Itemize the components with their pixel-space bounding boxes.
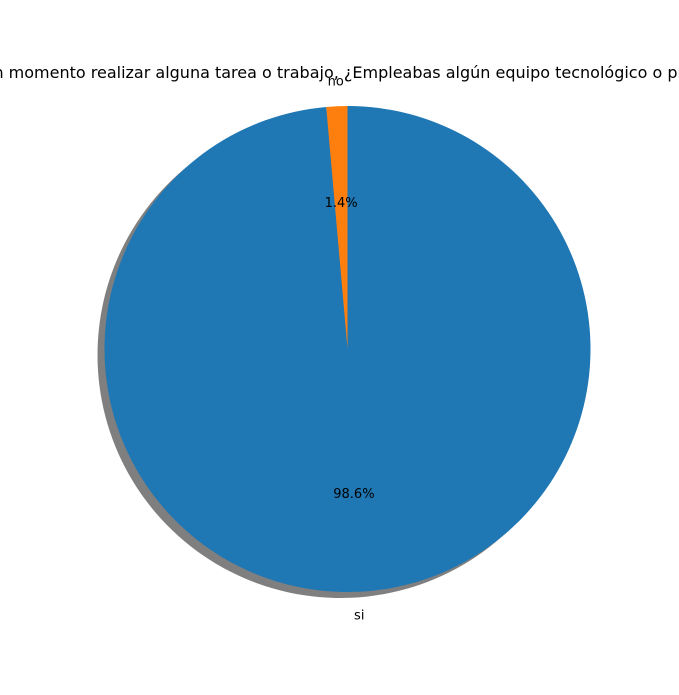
chart-title: ¿En algún momento realizar alguna tarea … — [0, 63, 679, 82]
pie-slice-si — [104, 106, 591, 593]
pie-labels: no 1.4% si 98.6% — [325, 74, 375, 623]
slice-percent-si: 98.6% — [333, 487, 374, 502]
pie-slices — [104, 106, 591, 593]
slice-label-si: si — [354, 609, 364, 624]
slice-label-no: no — [328, 74, 344, 89]
slice-percent-no: 1.4% — [325, 196, 358, 211]
pie-slice-no — [326, 106, 348, 349]
